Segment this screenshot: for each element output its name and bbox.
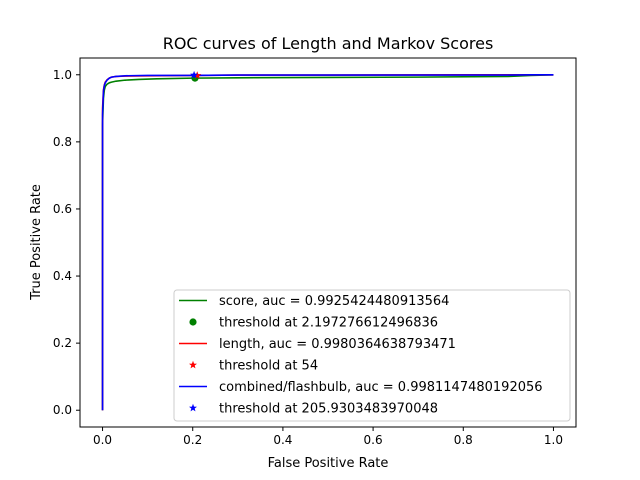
series-group [101, 73, 554, 411]
series-line-2 [101, 73, 554, 411]
threshold-marker-2 [190, 70, 199, 79]
legend-label-3: threshold at 54 [219, 359, 318, 374]
axis-ticks: 0.0 0.2 0.4 0.6 0.8 1.0 0.0 0.2 0.4 0.6 0.8 1.0 [53, 68, 563, 447]
legend-box [173, 289, 571, 422]
y-tick-label: 0.4 [53, 269, 72, 283]
legend-swatch-5 [189, 403, 197, 412]
x-tick-label: 0.4 [273, 433, 292, 447]
threshold-markers [190, 70, 202, 82]
x-tick-label: 0.6 [364, 433, 383, 447]
threshold-marker-1 [193, 71, 202, 79]
x-tick-label: 0.0 [93, 433, 112, 447]
y-axis-label: True Positive Rate [29, 184, 44, 301]
legend-label-2: length, auc = 0.9980364638793471 [219, 337, 456, 352]
x-tick-label: 0.2 [183, 433, 202, 447]
legend-label-0: score, auc = 0.9925424480913564 [219, 294, 449, 309]
legend-swatch-1 [189, 318, 197, 326]
legend-label-1: threshold at 2.197276612496836 [219, 316, 438, 331]
legend-swatch-3 [189, 360, 197, 369]
y-tick-label: 0.0 [53, 403, 72, 417]
y-tick-label: 0.8 [53, 135, 72, 149]
y-tick-label: 1.0 [53, 68, 72, 82]
chart-title: ROC curves of Length and Markov Scores [163, 34, 494, 53]
x-tick-label: 0.8 [454, 433, 473, 447]
y-tick-label: 0.6 [53, 202, 72, 216]
plot-frame [79, 57, 577, 428]
legend: score, auc = 0.9925424480913564 threshold… [173, 289, 571, 422]
legend-label-5: threshold at 205.9303483970048 [219, 402, 438, 417]
y-tick-label: 0.2 [53, 336, 72, 350]
x-tick-label: 1.0 [544, 433, 563, 447]
legend-label-4: combined/flashbulb, auc = 0.998114748019… [219, 380, 543, 395]
x-axis-label: False Positive Rate [268, 456, 389, 471]
